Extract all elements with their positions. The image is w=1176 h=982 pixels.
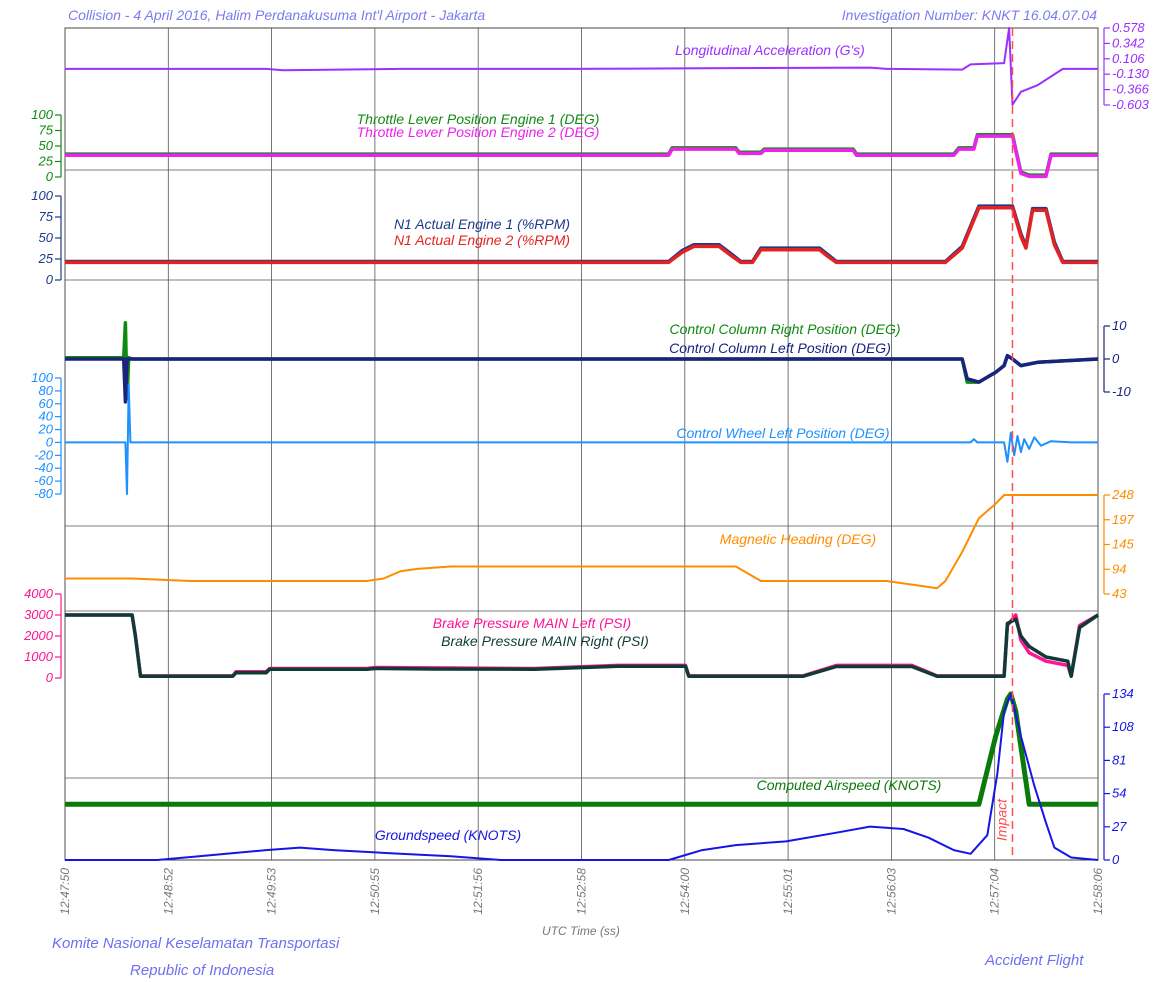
y-tick-label: 50 (39, 230, 54, 245)
y-tick-label: -0.603 (1112, 97, 1150, 112)
series-column-2 (65, 353, 1099, 404)
panel-column: 10 0 -10 Control Column Right Position (DEG… (65, 318, 1132, 404)
series-label: N1 Actual Engine 2 (%RPM) (394, 232, 570, 248)
series-label: Magnetic Heading (DEG) (720, 531, 876, 547)
series-brake-2 (65, 613, 1099, 679)
y-tick-label: 134 (1112, 686, 1134, 701)
footer-org-line1: Komite Nasional Keselamatan Transportasi (52, 935, 340, 952)
y-tick-label: 2000 (23, 628, 54, 643)
x-tick-label: 12:47:50 (58, 868, 72, 915)
series-throttle-2 (65, 134, 1098, 179)
y-tick-label: 100 (31, 107, 53, 122)
y-tick-label: 0.342 (1112, 35, 1145, 50)
x-tick-label: 12:57:04 (988, 868, 1002, 915)
y-tick-label: 0 (46, 434, 54, 449)
y-tick-label: 0 (1112, 351, 1120, 366)
y-tick-label: 54 (1112, 786, 1126, 801)
series-label: Computed Airspeed (KNOTS) (757, 777, 942, 793)
x-tick-label: 12:55:01 (781, 868, 795, 915)
y-tick-label: 50 (39, 138, 54, 153)
series-label: N1 Actual Engine 1 (%RPM) (394, 216, 570, 232)
y-tick-label: 80 (39, 383, 54, 398)
x-tick-label: 12:54:00 (678, 868, 692, 915)
series-label: Longitudinal Acceleration (G's) (675, 42, 865, 58)
y-tick-label: 108 (1112, 719, 1134, 734)
y-tick-label: 4000 (24, 586, 54, 601)
x-tick-label: 12:51:56 (471, 868, 485, 915)
series-label: Control Column Right Position (DEG) (669, 321, 900, 337)
y-tick-label: 145 (1112, 537, 1134, 552)
grid-lines (64, 28, 1099, 860)
y-tick-label: 27 (1111, 819, 1127, 834)
y-tick-label: -0.130 (1112, 66, 1150, 81)
y-tick-label: 0.578 (1112, 20, 1145, 35)
series-label: Groundspeed (KNOTS) (375, 827, 521, 843)
y-tick-label: 0 (46, 670, 54, 685)
y-tick-label: -20 (34, 447, 54, 462)
series-label: Control Column Left Position (DEG) (669, 340, 891, 356)
footer-flight-label: Accident Flight (984, 952, 1084, 969)
y-tick-label: 100 (31, 188, 53, 203)
panel-speed: 134 108 81 54 27 0 Computed Airspeed (KNOTS) Gr… (65, 686, 1134, 867)
y-tick-label: 75 (39, 209, 54, 224)
y-tick-label: 43 (1112, 586, 1127, 601)
x-axis-ticks: 12:47:50 12:48:52 12:49:53 12:50:55 12:51:56… (58, 868, 1105, 915)
panel-heading: 248 197 145 94 43 Magnetic Heading (DEG) (65, 487, 1134, 601)
y-tick-label: 0 (46, 169, 54, 184)
y-tick-label: 10 (1112, 318, 1127, 333)
y-tick-label: 197 (1112, 512, 1134, 527)
y-tick-label: 3000 (24, 607, 54, 622)
x-tick-label: 12:50:55 (368, 868, 382, 915)
y-tick-label: 75 (39, 123, 54, 138)
y-tick-label: 60 (39, 396, 54, 411)
y-tick-label: 25 (38, 251, 54, 266)
y-tick-label: 248 (1111, 487, 1134, 502)
series-label: Brake Pressure MAIN Right (PSI) (441, 633, 649, 649)
y-tick-label: -0.366 (1112, 82, 1150, 97)
y-tick-label: 94 (1112, 561, 1126, 576)
header-title: Collision - 4 April 2016, Halim Perdanak… (68, 7, 485, 23)
series-heading-1 (65, 494, 1098, 590)
x-tick-label: 12:52:58 (575, 868, 589, 915)
impact-label: Impact (993, 798, 1009, 841)
x-tick-label: 12:56:03 (884, 868, 898, 915)
y-tick-label: 20 (38, 422, 54, 437)
series-wheel-1 (65, 383, 1098, 495)
y-tick-label: 1000 (24, 649, 54, 664)
y-tick-label: 0 (1112, 852, 1120, 867)
y-tick-label: 81 (1112, 752, 1126, 767)
y-tick-label: 25 (38, 154, 54, 169)
y-tick-label: 0 (46, 272, 54, 287)
y-tick-label: 100 (31, 370, 53, 385)
series-label: Throttle Lever Position Engine 2 (DEG) (357, 124, 600, 140)
series-label: Throttle Lever Position Engine 1 (DEG) (357, 111, 600, 127)
series-n1-2 (65, 206, 1098, 265)
footer-org-line2: Republic of Indonesia (130, 962, 274, 979)
y-tick-label: 40 (39, 409, 54, 424)
y-tick-label: 0.106 (1112, 51, 1145, 66)
y-tick-label: -80 (34, 486, 54, 501)
series-long_acc-1 (65, 27, 1098, 106)
panel-n1: 100 75 50 25 0 N1 Actual Engine 1 (%RPM)N1 Ac… (31, 188, 1098, 287)
header-investigation-number: Investigation Number: KNKT 16.04.07.04 (842, 7, 1097, 23)
y-tick-label: -40 (34, 460, 54, 475)
x-axis-title: UTC Time (ss) (542, 924, 620, 938)
series-label: Brake Pressure MAIN Left (PSI) (433, 615, 631, 631)
panel-brake: 4000 3000 2000 1000 0 Brake Pressure MAIN Lef… (23, 586, 1099, 685)
y-tick-label: -10 (1112, 384, 1132, 399)
series-label: Control Wheel Left Position (DEG) (676, 425, 889, 441)
x-tick-label: 12:48:52 (161, 868, 175, 915)
series-speed-2 (65, 693, 1099, 861)
y-tick-label: -60 (34, 473, 54, 488)
x-tick-label: 12:58:06 (1091, 868, 1105, 915)
x-tick-label: 12:49:53 (265, 868, 279, 915)
